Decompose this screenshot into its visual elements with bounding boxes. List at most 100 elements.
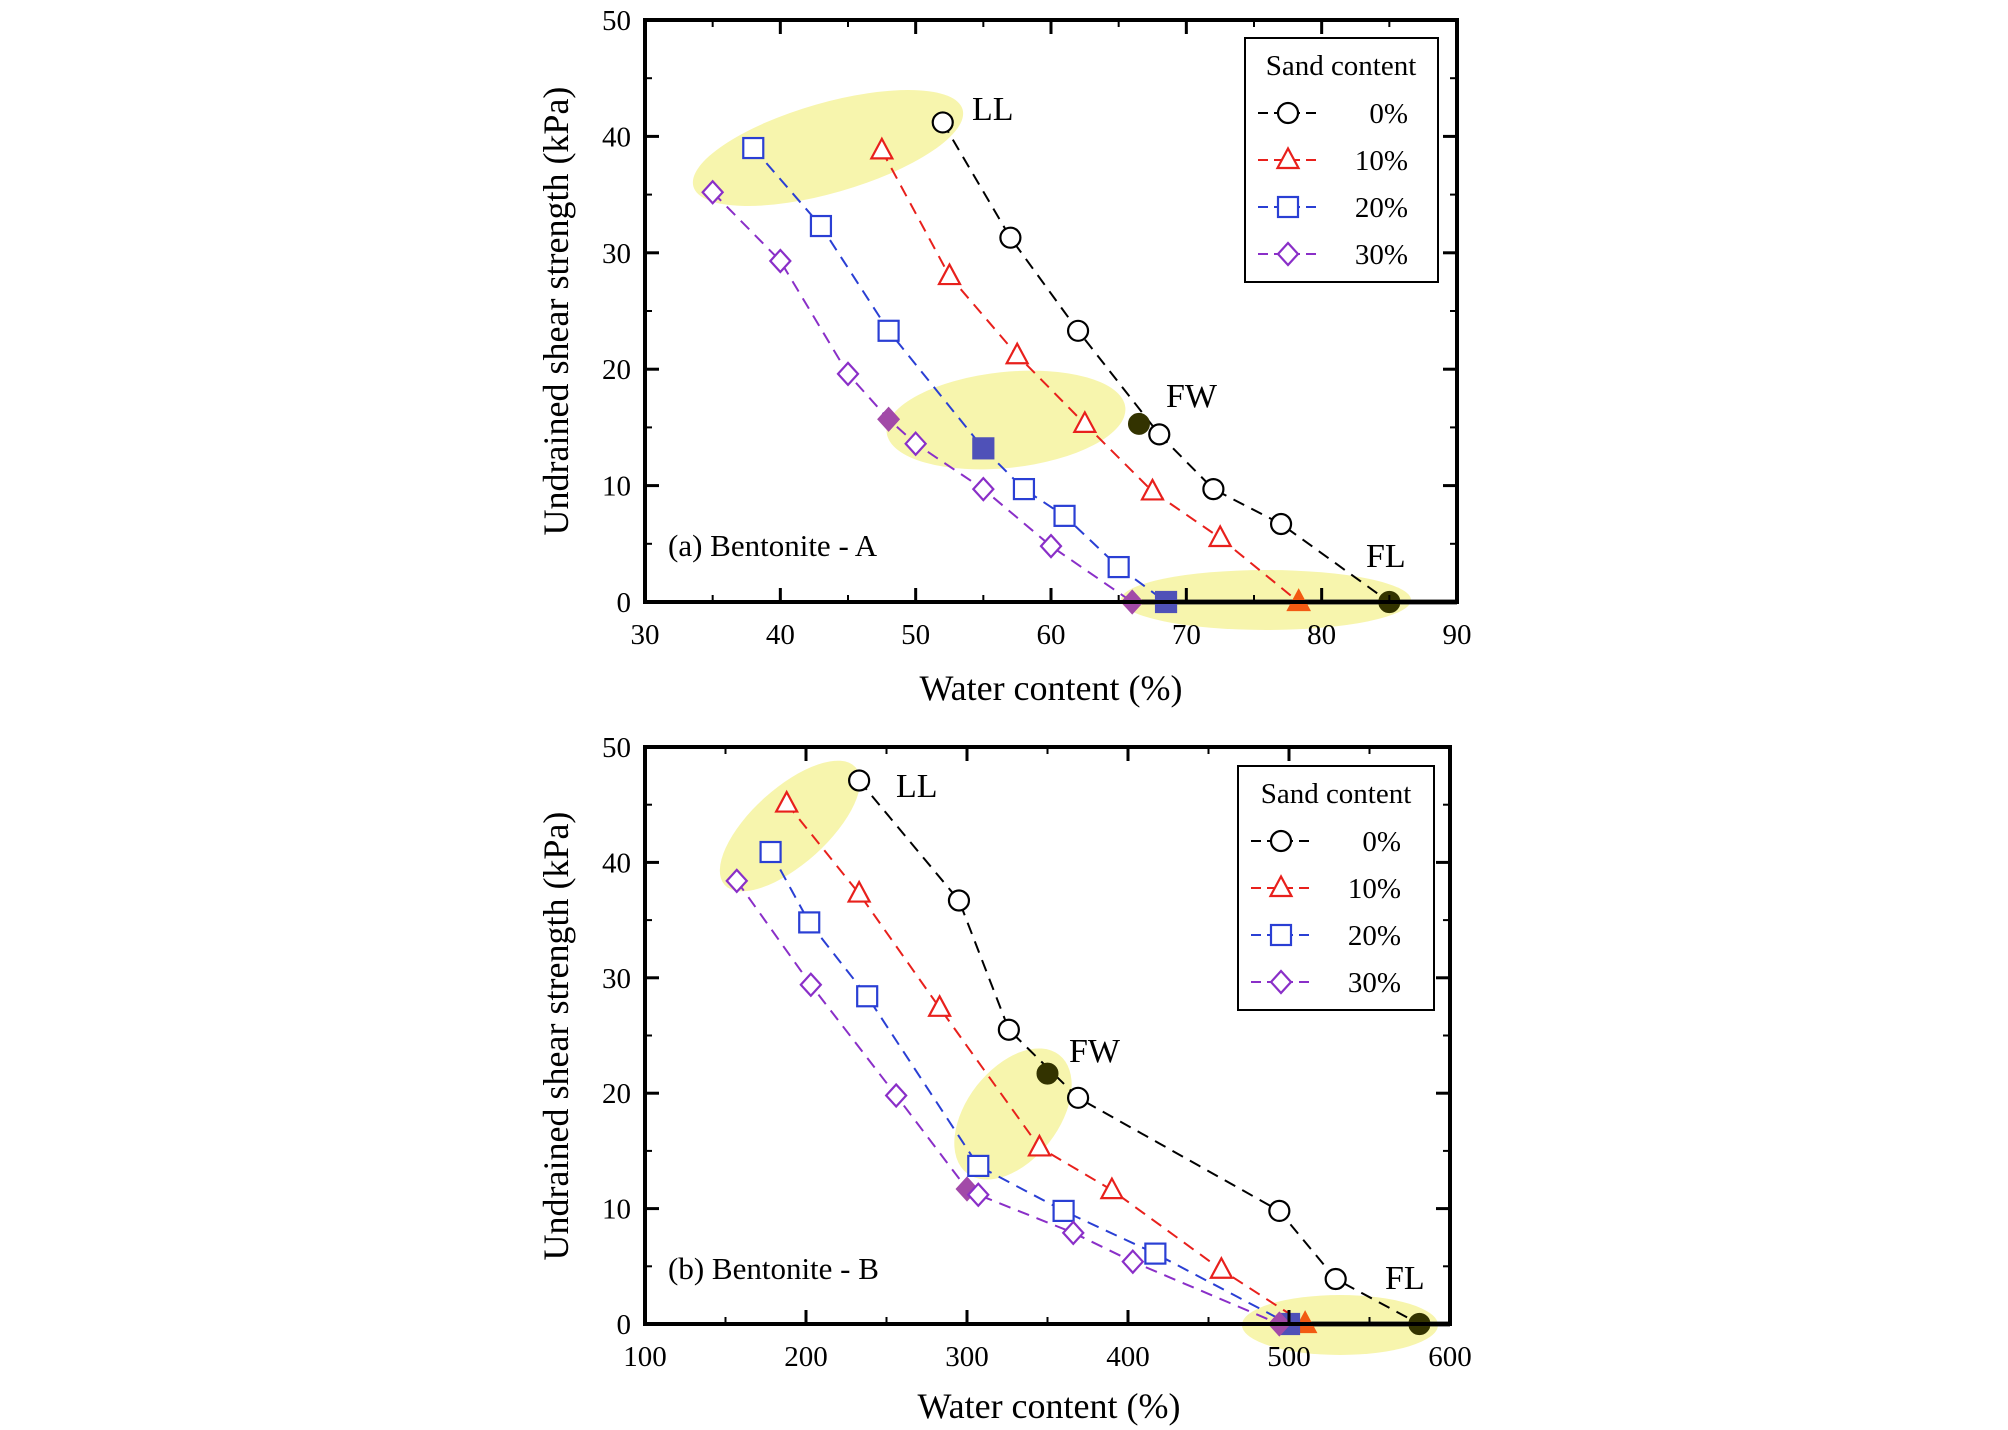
data-point-circle — [1202, 477, 1225, 501]
data-point-circle — [1066, 1086, 1090, 1109]
legend-marker-square — [1269, 923, 1293, 947]
data-point-triangle — [1099, 1176, 1125, 1200]
x-tick-label: 600 — [1428, 1341, 1472, 1373]
legend-entries: 0% 10% 20% 30% — [1251, 826, 1401, 999]
legend-label: 0% — [1369, 98, 1408, 130]
data-point-circle — [931, 111, 954, 134]
legend-label: 20% — [1355, 192, 1408, 224]
y-tick-label: 10 — [602, 1194, 631, 1226]
legend-title: Sand content — [1266, 50, 1417, 82]
y-axis-label: Undrained shear strength (kPa) — [536, 87, 576, 536]
data-point-circle — [1066, 319, 1090, 342]
legend-marker-triangle — [1268, 874, 1294, 898]
y-tick-label: 30 — [602, 238, 631, 270]
data-point-square — [856, 985, 879, 1008]
data-point-diamond — [725, 868, 749, 894]
data-point-circle — [947, 889, 971, 912]
axis-ticks: 100 200 300 400 500 600 0 10 20 30 40 50 — [602, 732, 1472, 1373]
x-tick-label: 30 — [631, 619, 660, 651]
data-point-diamond — [877, 406, 901, 432]
data-point-diamond — [799, 972, 823, 998]
legend-label: 10% — [1355, 145, 1408, 177]
y-tick-label: 0 — [617, 587, 632, 619]
annotation-ll: LL — [972, 91, 1014, 128]
x-tick-label: 500 — [1267, 1341, 1311, 1373]
annotation-ll: LL — [896, 768, 938, 805]
annotation-fl: FL — [1366, 538, 1406, 575]
data-point-triangle — [937, 262, 962, 286]
data-point-circle — [999, 226, 1022, 249]
data-point-triangle — [1209, 1255, 1234, 1279]
panel-b: 100 200 300 400 500 600 0 10 20 30 40 50 Water cont… — [536, 732, 1472, 1426]
data-point-square — [742, 136, 765, 160]
data-point-diamond — [768, 248, 792, 274]
data-point-triangle — [1004, 341, 1030, 365]
data-point-triangle — [1207, 524, 1233, 548]
legend-label: 10% — [1348, 873, 1401, 905]
data-point-diamond — [904, 431, 928, 457]
legend-label: 20% — [1348, 920, 1401, 952]
data-point-square — [1107, 555, 1130, 579]
data-point-diamond — [1061, 1220, 1085, 1246]
y-tick-label: 20 — [602, 354, 631, 386]
legend-label: 30% — [1348, 967, 1401, 999]
data-point-circle — [1324, 1267, 1347, 1291]
data-point-triangle — [1140, 477, 1165, 501]
panel-label: (a) Bentonite - A — [668, 528, 878, 563]
series-line-3 — [711, 191, 1133, 603]
data-point-circle — [1269, 512, 1293, 536]
data-point-triangle — [1072, 410, 1098, 434]
series-line-1 — [880, 149, 1300, 603]
legend-marker-diamond — [1269, 969, 1293, 995]
series-markers — [701, 111, 1401, 615]
panel-label: (b) Bentonite - B — [668, 1251, 879, 1286]
data-point-diamond — [701, 179, 725, 205]
legend-marker-diamond — [1276, 241, 1300, 267]
annotation-fl: FL — [1385, 1260, 1425, 1297]
data-point-square — [809, 214, 833, 238]
legend-label: 30% — [1355, 239, 1408, 271]
x-axis-label: Water content (%) — [918, 1386, 1181, 1426]
legend-box — [1237, 765, 1435, 1011]
axis-ticks: 30 40 50 60 70 80 90 0 10 20 30 40 50 — [602, 5, 1472, 651]
legend-title: Sand content — [1261, 778, 1412, 810]
x-tick-label: 400 — [1106, 1341, 1150, 1373]
x-tick-label: 70 — [1172, 619, 1201, 651]
annotation-fw: FW — [1069, 1033, 1121, 1070]
highlight-ellipses — [692, 90, 1411, 630]
y-tick-label: 10 — [602, 471, 631, 503]
legend: Sand content 0% 10% 20% 30% — [1244, 37, 1439, 283]
legend-marker-triangle — [1275, 146, 1301, 170]
y-tick-label: 30 — [602, 963, 631, 995]
legend-entries: 0% 10% 20% 30% — [1258, 98, 1408, 271]
data-point-square — [1012, 477, 1036, 501]
fw-point — [1127, 412, 1150, 435]
fw-point — [1036, 1062, 1059, 1085]
data-point-diamond — [971, 476, 995, 502]
data-point-square — [1053, 504, 1076, 527]
data-point-circle — [1148, 423, 1171, 446]
x-tick-label: 300 — [945, 1341, 989, 1373]
y-tick-label: 50 — [602, 732, 631, 764]
data-point-circle — [848, 769, 871, 792]
y-tick-label: 40 — [602, 121, 631, 153]
data-point-square — [759, 840, 782, 864]
x-tick-label: 60 — [1037, 619, 1066, 651]
x-axis-label: Water content (%) — [920, 668, 1183, 708]
x-tick-label: 200 — [784, 1341, 828, 1373]
x-tick-label: 100 — [623, 1341, 667, 1373]
data-point-square — [972, 437, 995, 460]
data-point-triangle — [927, 993, 952, 1017]
data-point-diamond — [966, 1182, 990, 1208]
data-point-diamond — [884, 1082, 908, 1109]
legend-marker-square — [1276, 195, 1300, 219]
series-markers — [725, 769, 1431, 1337]
data-point-triangle — [846, 879, 872, 903]
panel-a: 30 40 50 60 70 80 90 0 10 20 30 40 50 Water content … — [536, 5, 1472, 708]
x-tick-label: 40 — [766, 619, 795, 651]
data-point-square — [877, 319, 900, 342]
y-axis-label: Undrained shear strength (kPa) — [536, 812, 576, 1261]
y-tick-label: 40 — [602, 847, 631, 879]
x-tick-label: 50 — [901, 619, 930, 651]
data-point-circle — [1268, 1199, 1291, 1223]
